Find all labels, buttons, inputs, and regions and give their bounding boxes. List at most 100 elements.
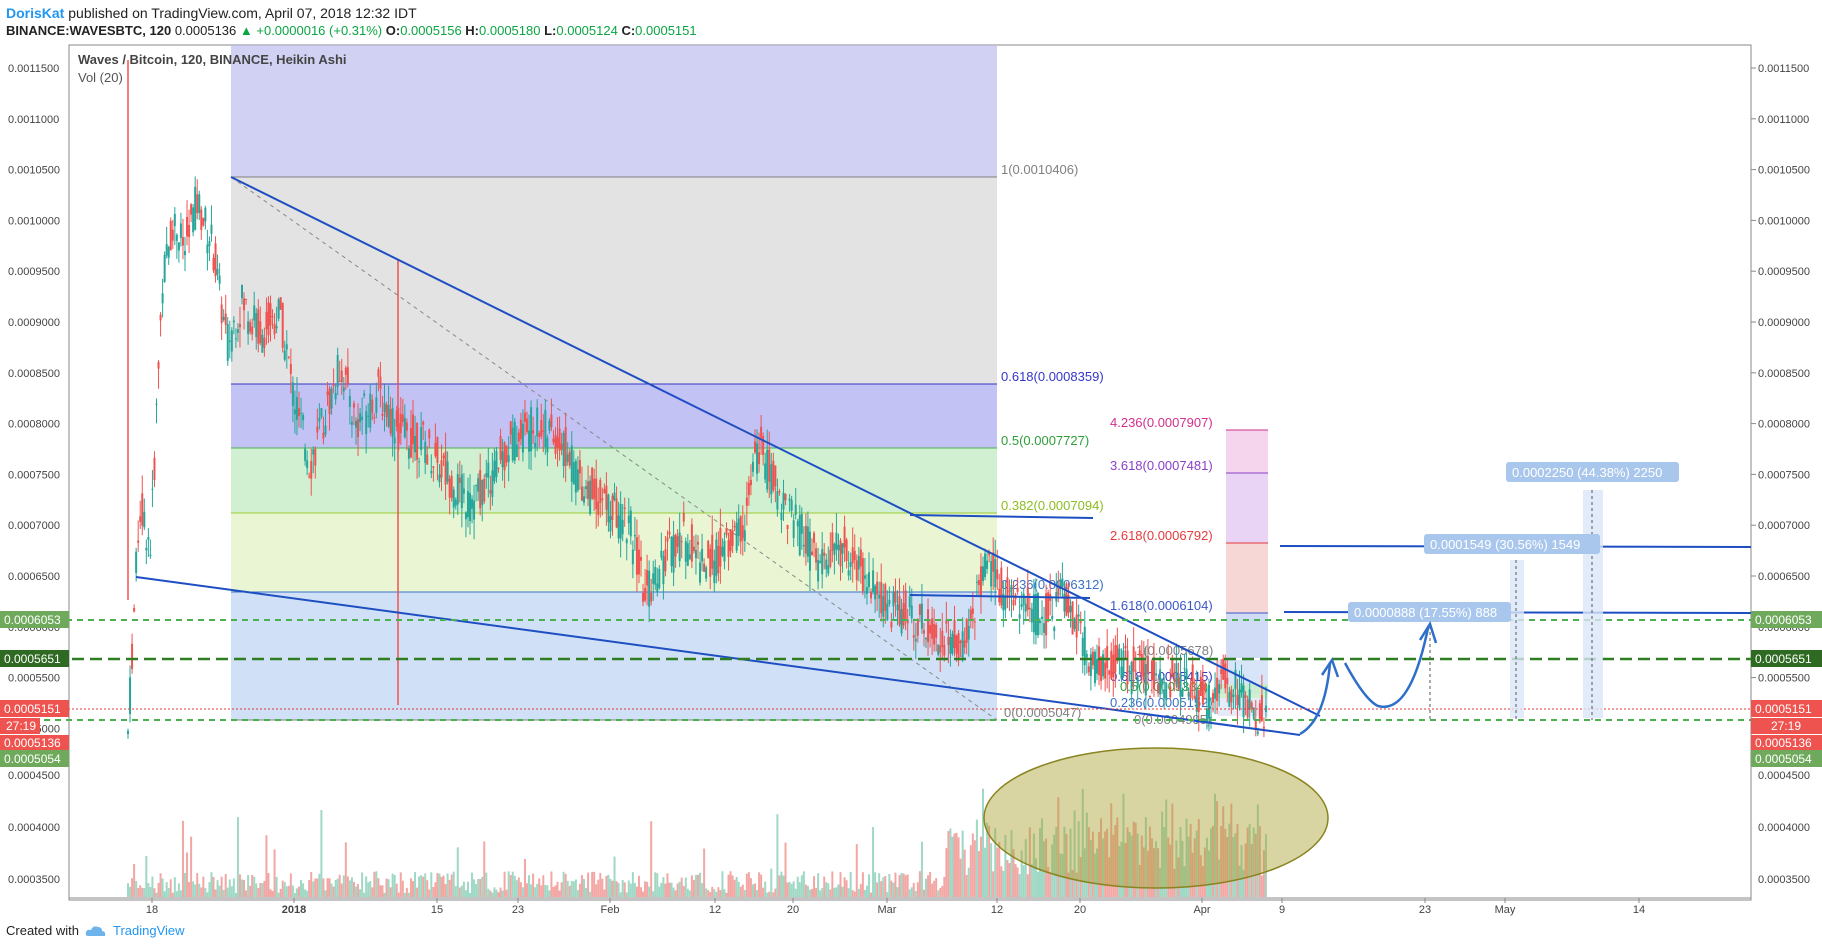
candle-body xyxy=(1260,694,1263,721)
volume-bar xyxy=(1126,827,1129,897)
candle-body xyxy=(727,540,730,557)
candle-body xyxy=(1173,678,1176,682)
volume-bar xyxy=(389,887,392,897)
volume-bar xyxy=(322,878,325,897)
projection-arrow-1[interactable] xyxy=(1299,662,1332,736)
price-tick-label: 0.0003500 xyxy=(1758,874,1810,886)
candle-body xyxy=(662,556,665,585)
volume-bar xyxy=(155,892,158,897)
fib-extension[interactable]: 4.236(0.0007907) 3.618(0.0007481) 2.618(… xyxy=(1110,415,1268,658)
volume-bar xyxy=(489,890,492,897)
volume-bar xyxy=(646,881,649,897)
volume-bar xyxy=(143,888,146,897)
candle-body xyxy=(389,409,392,434)
volume-bar xyxy=(523,858,526,897)
price-axis-left[interactable]: 0.0011500 0.0011000 0.0010500 0.0010000 0.00… xyxy=(8,63,60,886)
volume-bar xyxy=(833,887,836,897)
projection-bar-3 xyxy=(1583,490,1603,718)
candle-body xyxy=(485,473,488,478)
fib-zone-0236-0 xyxy=(231,592,997,720)
candle-body xyxy=(833,543,836,555)
volume-legend[interactable]: Vol (20) xyxy=(78,70,123,85)
fib-zone-0382-0236 xyxy=(231,513,997,592)
volume-bar xyxy=(479,878,482,897)
volume-bar xyxy=(843,877,846,897)
time-axis[interactable]: 18 2018 15 23 Feb 12 20 Mar 12 20 Apr 9 23 May 14 xyxy=(146,898,1645,916)
candle-body xyxy=(815,548,818,563)
candle-body xyxy=(837,544,840,551)
volume-bar xyxy=(532,873,535,897)
candle-body xyxy=(654,566,657,585)
candle-body xyxy=(829,549,832,567)
volume-bar xyxy=(352,881,355,897)
candle-body xyxy=(933,623,936,645)
candle-body xyxy=(391,408,394,438)
volume-bar xyxy=(177,883,180,897)
volume-bar xyxy=(414,872,417,897)
volume-bar xyxy=(595,884,598,897)
candle-body xyxy=(1218,684,1221,694)
volume-bar xyxy=(725,892,728,897)
volume-bar xyxy=(159,873,162,897)
candle-body xyxy=(1134,670,1137,672)
volume-bar xyxy=(1246,827,1249,897)
candle-body xyxy=(570,445,573,482)
candle-body xyxy=(1177,677,1180,690)
time-tick-label: Mar xyxy=(878,904,897,916)
volume-bar xyxy=(228,879,231,897)
volume-bar xyxy=(247,875,250,897)
volume-highlight-ellipse[interactable] xyxy=(983,747,1329,889)
volume-bar xyxy=(436,872,439,897)
volume-bar xyxy=(1020,850,1023,897)
candle-body xyxy=(650,592,653,602)
resistance-line-0382[interactable] xyxy=(909,514,1094,519)
volume-bar xyxy=(342,875,345,897)
resistance-line-0236[interactable] xyxy=(909,594,1091,599)
candle-body xyxy=(906,619,909,624)
volume-bar xyxy=(578,883,581,897)
series-title[interactable]: Waves / Bitcoin, 120, BINANCE, Heikin As… xyxy=(78,52,347,67)
projection-measures[interactable]: 0.0000888 (17.55%) 888 0.0001549 (30.56%… xyxy=(1348,462,1679,720)
candle-body xyxy=(1179,673,1182,697)
volume-bar xyxy=(1000,866,1003,897)
volume-bar xyxy=(961,830,964,897)
volume-bar xyxy=(764,881,767,897)
candle-body xyxy=(1220,669,1223,675)
volume-bar xyxy=(684,877,687,897)
time-tick-label: 2018 xyxy=(282,904,306,916)
volume-bar xyxy=(1177,857,1180,897)
projection-arrow-2[interactable] xyxy=(1343,627,1430,709)
candle-body xyxy=(819,560,822,563)
volume-bar xyxy=(300,879,303,897)
volume-bar xyxy=(450,874,453,897)
upper-trendline[interactable] xyxy=(230,176,1321,717)
candle-body xyxy=(845,539,848,561)
volume-bar xyxy=(245,890,248,897)
tradingview-brand[interactable]: TradingView xyxy=(112,923,185,938)
volume-bar xyxy=(711,886,714,897)
fib-ext-zone-2618 xyxy=(1226,543,1268,613)
candle-body xyxy=(344,367,347,375)
volume-bar xyxy=(365,876,368,897)
price-tag-right-4 xyxy=(1751,735,1822,751)
candle-body xyxy=(1258,703,1261,722)
fib-label-0: 0(0.0005047) xyxy=(1004,705,1081,720)
candle-body xyxy=(322,432,325,439)
candle-body xyxy=(1098,646,1101,676)
candle-body xyxy=(694,549,697,559)
volume-bar xyxy=(1077,821,1080,897)
volume-bar xyxy=(151,876,154,897)
candle-body xyxy=(782,492,785,510)
candle-body xyxy=(760,426,763,438)
candle-body xyxy=(139,516,142,522)
volume-bar xyxy=(1034,858,1037,897)
fib-retracement-main[interactable]: 1(0.0010406) 0.618(0.0008359) 0.5(0.0007… xyxy=(230,45,1104,721)
candle-body xyxy=(843,526,846,548)
volume-bar xyxy=(1030,864,1033,897)
author-name[interactable]: DorisKat xyxy=(6,5,65,21)
candle-body xyxy=(831,532,834,551)
volume-bar xyxy=(723,889,726,897)
volume-bar xyxy=(511,871,514,897)
volume-bar xyxy=(265,835,268,897)
